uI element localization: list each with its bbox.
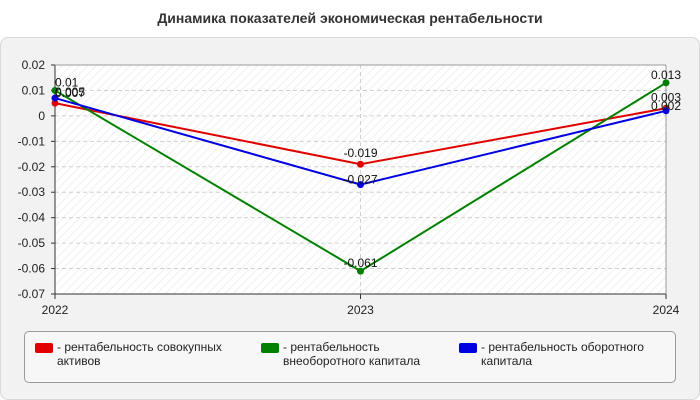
y-tick-label: -0.02 xyxy=(18,160,46,174)
x-tick-label: 2022 xyxy=(42,303,69,317)
data-point xyxy=(357,181,364,189)
legend-swatch xyxy=(459,343,477,353)
data-label: 0.002 xyxy=(651,99,681,113)
data-label: -0.061 xyxy=(343,256,377,270)
legend-item-working-capital: - рентабельность оборотного капитала xyxy=(459,340,644,368)
tick-labels: 0.02 0.01 0 -0.01 -0.02 -0.03 -0.04 -0.05 -0.06 -… xyxy=(18,58,680,317)
y-tick-label: -0.03 xyxy=(18,185,46,199)
chart-title: Динамика показателей экономическая рента… xyxy=(157,10,543,26)
legend-label: - рентабельность оборотного капитала xyxy=(481,340,644,368)
y-tick-label: -0.01 xyxy=(18,134,46,148)
data-point xyxy=(357,160,364,168)
data-point xyxy=(357,267,364,275)
data-label: 0.003 xyxy=(651,90,681,104)
data-point xyxy=(662,79,670,87)
data-labels: 0.005 -0.019 0.003 0.01 -0.061 0.013 0.007 -0.0… xyxy=(55,68,681,270)
data-label: 0.007 xyxy=(55,86,85,100)
data-point xyxy=(51,86,59,94)
legend-item-noncurrent-capital: - рентабельность внеоборотного капитала xyxy=(261,340,420,368)
legend-swatch xyxy=(261,343,279,353)
data-label: 0.013 xyxy=(651,68,681,82)
y-tick-label: -0.05 xyxy=(18,236,46,250)
legend-label: - рентабельность внеоборотного капитала xyxy=(283,340,420,368)
legend: - рентабельность совокупных активов - рен… xyxy=(24,331,676,383)
data-point xyxy=(51,94,59,102)
data-label: 0.005 xyxy=(55,85,85,99)
legend-label: - рентабельность совокупных активов xyxy=(57,340,222,368)
y-tick-label: 0.02 xyxy=(22,58,46,72)
data-point xyxy=(51,99,59,107)
x-tick-label: 2024 xyxy=(653,303,680,317)
data-label: 0.01 xyxy=(55,75,79,89)
legend-item-total-assets: - рентабельность совокупных активов xyxy=(35,340,222,368)
y-tick-label: 0 xyxy=(38,109,45,123)
legend-swatch xyxy=(35,343,53,353)
y-tick-label: 0.01 xyxy=(22,83,46,97)
data-label: -0.019 xyxy=(343,146,377,160)
series-layer xyxy=(51,79,670,275)
y-tick-label: -0.07 xyxy=(18,287,46,301)
data-label: -0.027 xyxy=(343,173,377,187)
y-tick-label: -0.04 xyxy=(18,211,46,225)
data-point xyxy=(662,107,670,115)
x-tick-label: 2023 xyxy=(347,303,374,317)
y-tick-label: -0.06 xyxy=(18,262,46,276)
